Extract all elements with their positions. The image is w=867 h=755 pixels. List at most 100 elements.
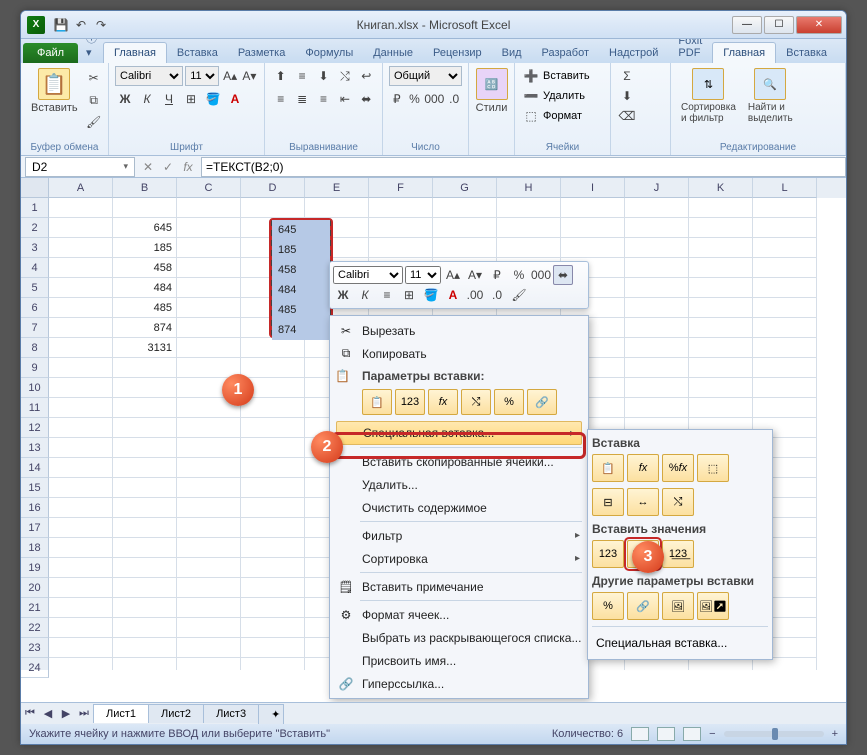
cell[interactable]	[49, 418, 113, 438]
cell[interactable]	[177, 558, 241, 578]
percent-icon[interactable]: %	[407, 89, 423, 109]
cell[interactable]	[625, 378, 689, 398]
mini-painter-icon[interactable]: 🖌	[509, 285, 529, 305]
cell[interactable]	[177, 598, 241, 618]
autosum-icon[interactable]: Σ	[617, 66, 637, 86]
cell[interactable]	[49, 578, 113, 598]
new-sheet-icon[interactable]: ✦	[258, 704, 284, 724]
cell[interactable]	[113, 498, 177, 518]
cell[interactable]	[241, 458, 305, 478]
cell[interactable]	[113, 458, 177, 478]
fx-icon[interactable]: fx	[179, 160, 197, 174]
col-header[interactable]: F	[369, 178, 433, 198]
mini-percent-icon[interactable]: %	[509, 265, 529, 285]
cell[interactable]	[49, 478, 113, 498]
cell[interactable]	[241, 538, 305, 558]
cell[interactable]	[49, 318, 113, 338]
cell[interactable]	[113, 558, 177, 578]
row-header[interactable]: 17	[21, 518, 49, 538]
ribbon-tab[interactable]: Разметка	[837, 43, 847, 63]
bold-icon[interactable]: Ж	[115, 89, 135, 109]
mini-currency-icon[interactable]: ₽	[487, 265, 507, 285]
cell[interactable]	[113, 618, 177, 638]
cell[interactable]	[177, 258, 241, 278]
mini-font-select[interactable]: Calibri	[333, 266, 403, 284]
sheet-last-icon[interactable]: ⏭	[75, 707, 93, 720]
number-format-select[interactable]: Общий	[389, 66, 462, 86]
cell[interactable]	[113, 538, 177, 558]
confirm-formula-icon[interactable]: ✓	[159, 160, 177, 174]
cell[interactable]	[113, 378, 177, 398]
cell[interactable]	[49, 378, 113, 398]
close-button[interactable]	[796, 16, 842, 34]
cell[interactable]	[753, 278, 817, 298]
cell[interactable]	[497, 198, 561, 218]
ribbon-tab-рецензир[interactable]: Рецензир	[423, 43, 492, 63]
cell[interactable]	[177, 438, 241, 458]
quick-access-save-icon[interactable]: 💾	[51, 15, 71, 35]
row-header[interactable]: 2	[21, 218, 49, 238]
styles-button[interactable]: 🔠 Стили	[475, 66, 508, 116]
row-header[interactable]: 3	[21, 238, 49, 258]
cell[interactable]: 874	[113, 318, 177, 338]
cell[interactable]	[625, 318, 689, 338]
mini-color-icon[interactable]: А	[443, 285, 463, 305]
sub-paste-keep-icon[interactable]: ⬚	[697, 454, 729, 482]
sheet-tab-1[interactable]: Лист1	[93, 704, 149, 723]
menu-hyperlink[interactable]: 🔗Гиперссылка...	[332, 672, 586, 695]
cell[interactable]	[689, 278, 753, 298]
cell[interactable]	[113, 198, 177, 218]
sub-paste-width-icon[interactable]: ↔	[627, 488, 659, 516]
cell[interactable]	[241, 398, 305, 418]
sub-paste-fx-icon[interactable]: fx	[627, 454, 659, 482]
menu-filter[interactable]: Фильтр▸	[332, 524, 586, 547]
ribbon-tab-главная[interactable]: Главная	[103, 42, 167, 63]
cell[interactable]	[49, 458, 113, 478]
col-header[interactable]: B	[113, 178, 177, 198]
row-header[interactable]: 8	[21, 338, 49, 358]
align-right-icon[interactable]: ≡	[314, 89, 333, 109]
cell[interactable]	[49, 258, 113, 278]
row-header[interactable]: 18	[21, 538, 49, 558]
file-tab[interactable]: Файл	[23, 43, 78, 63]
cell[interactable]	[753, 218, 817, 238]
orientation-icon[interactable]: ⤭	[335, 66, 354, 86]
cell[interactable]: 185	[113, 238, 177, 258]
maximize-button[interactable]	[764, 16, 794, 34]
sub-linked-pic-icon[interactable]: 🖼↗	[697, 592, 729, 620]
cell[interactable]	[177, 278, 241, 298]
ribbon-tab-разработ[interactable]: Разработ	[532, 43, 599, 63]
row-header[interactable]: 20	[21, 578, 49, 598]
cell[interactable]	[113, 438, 177, 458]
insert-cell-icon[interactable]: ➕	[521, 66, 541, 86]
cell[interactable]	[625, 198, 689, 218]
zoom-slider[interactable]	[724, 731, 824, 737]
cell[interactable]	[49, 398, 113, 418]
cell[interactable]	[753, 398, 817, 418]
mini-align-icon[interactable]: ≡	[377, 285, 397, 305]
paste-formatting-icon[interactable]: %	[494, 389, 524, 415]
mini-fill-icon[interactable]: 🪣	[421, 285, 441, 305]
view-break-icon[interactable]	[683, 727, 701, 741]
cell[interactable]	[177, 238, 241, 258]
select-all-corner[interactable]	[21, 178, 49, 198]
cell[interactable]	[497, 238, 561, 258]
cell[interactable]	[497, 218, 561, 238]
row-header[interactable]: 13	[21, 438, 49, 458]
cell[interactable]	[625, 258, 689, 278]
cell[interactable]	[369, 238, 433, 258]
align-center-icon[interactable]: ≣	[292, 89, 311, 109]
cell[interactable]: 484	[113, 278, 177, 298]
mini-shrink-icon[interactable]: A▾	[465, 265, 485, 285]
cell[interactable]	[113, 358, 177, 378]
cell[interactable]	[177, 298, 241, 318]
cell[interactable]	[177, 518, 241, 538]
cell[interactable]	[625, 398, 689, 418]
row-header[interactable]: 24	[21, 658, 49, 678]
font-select[interactable]: Calibri	[115, 66, 183, 86]
row-header[interactable]: 7	[21, 318, 49, 338]
cell[interactable]	[177, 538, 241, 558]
mini-italic-icon[interactable]: К	[355, 285, 375, 305]
formula-input[interactable]: =ТЕКСТ(B2;0)	[201, 157, 846, 177]
cell[interactable]	[177, 318, 241, 338]
